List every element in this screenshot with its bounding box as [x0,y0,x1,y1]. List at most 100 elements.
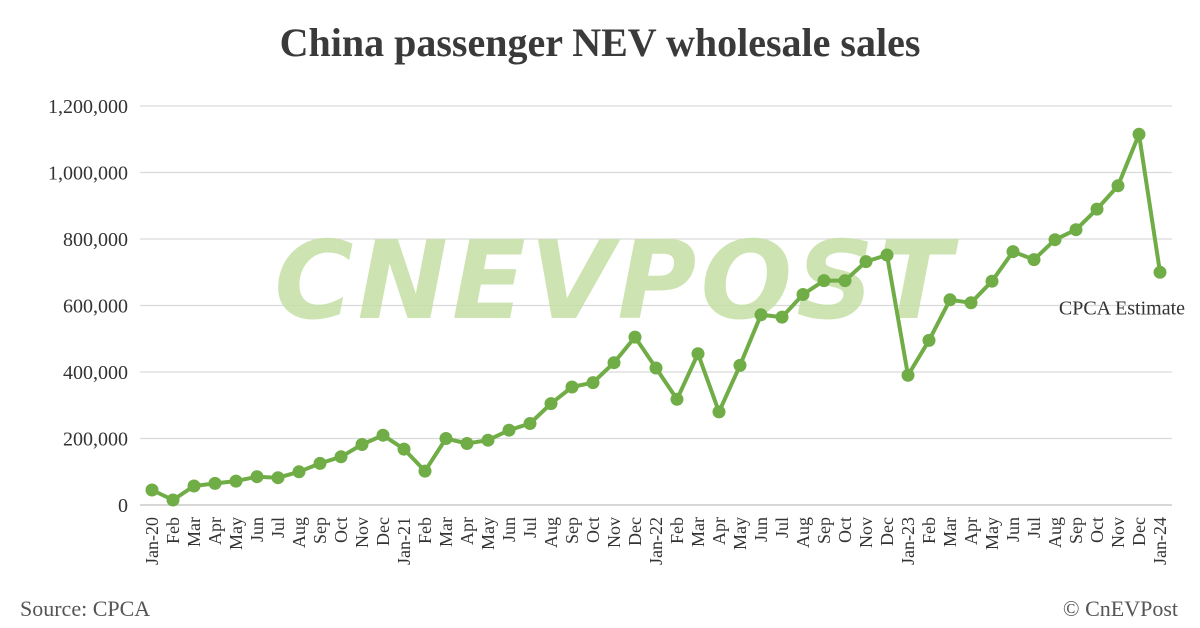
x-tick-label: Nov [352,517,372,548]
data-point [439,432,453,445]
data-point [649,361,663,375]
x-tick-label: Apr [709,517,729,545]
x-tick-label: Mar [940,517,960,547]
x-tick-label: Jan-23 [898,517,918,565]
data-point [355,438,369,451]
data-point [964,296,978,310]
x-tick-label: May [982,517,1002,550]
x-tick-label: Jul [1024,517,1044,538]
data-point [754,308,768,322]
x-tick-label: Sep [562,517,582,544]
data-point [145,483,159,497]
x-tick-label: Jan-20 [142,517,162,565]
data-point [670,392,684,406]
source-note: Source: CPCA [20,596,150,621]
x-tick-label: Mar [184,517,204,547]
data-point [607,356,621,370]
watermark-logo: CNEVPOST [274,219,959,344]
chart-title: China passenger NEV wholesale sales [280,20,921,65]
x-tick-label: Nov [856,517,876,548]
annotation-label: CPCA Estimate [1059,297,1185,319]
x-tick-label: Apr [961,517,981,545]
data-point [691,347,705,361]
x-tick-label: Feb [919,517,939,544]
series-sales [145,127,1167,507]
data-point [292,465,306,479]
data-point [187,479,201,493]
data-point [334,450,348,464]
data-point [922,333,936,347]
data-point [1069,223,1083,237]
data-point [817,274,831,288]
data-point [859,255,873,269]
x-tick-label: Dec [625,517,645,546]
data-point [1027,253,1041,267]
x-tick-label: Aug [289,517,309,548]
x-tick-label: Apr [205,517,225,545]
data-point [1048,233,1062,247]
data-point [565,380,579,394]
x-tick-label: Dec [1129,517,1149,546]
x-tick-label: Oct [1087,517,1107,543]
x-tick-label: Mar [688,517,708,547]
data-point [376,428,390,442]
x-tick-label: May [730,517,750,550]
data-point [271,471,285,485]
x-tick-label: Jan-24 [1150,517,1170,565]
data-point [397,442,411,456]
y-axis-ticks: 0 200,000 400,000 600,000 800,000 1,000,000 1,… [48,96,128,517]
annotations: CPCA Estimate [1059,297,1185,319]
x-tick-label: Mar [436,517,456,547]
data-point [1006,245,1020,259]
x-tick-label: Feb [163,517,183,544]
data-point [523,417,537,430]
x-tick-label: Feb [415,517,435,544]
x-tick-label: Sep [1066,517,1086,544]
data-point [313,456,327,470]
x-tick-label: Feb [667,517,687,544]
x-tick-label: Nov [604,517,624,548]
x-tick-label: Dec [877,517,897,546]
x-tick-label: Jun [1003,517,1023,542]
data-point [481,433,495,447]
data-point [1111,179,1125,193]
data-point [1132,127,1146,141]
copyright-note: © CnEVPost [1063,596,1178,621]
data-point [418,464,432,478]
data-point [775,310,789,324]
data-point [502,423,516,437]
x-axis-ticks: Jan-20 Feb Mar Apr May Jun Jul Aug Sep Oct Nov Dec J… [142,517,1170,565]
data-point [460,437,474,450]
x-tick-label: Nov [1108,517,1128,548]
x-tick-label: Jul [520,517,540,538]
x-tick-label: Oct [835,517,855,543]
y-tick-label: 200,000 [63,429,128,451]
data-point [250,470,264,484]
data-point [1153,265,1167,279]
x-tick-label: Jun [247,517,267,542]
x-tick-label: May [478,517,498,550]
data-point [985,274,999,288]
data-point [880,248,894,262]
x-tick-label: Jul [268,517,288,538]
data-point [838,274,852,288]
data-point [796,288,810,301]
x-tick-label: May [226,517,246,550]
x-tick-label: Aug [1045,517,1065,548]
data-point [229,474,243,488]
y-tick-label: 400,000 [63,362,128,384]
x-tick-label: Jun [499,517,519,542]
x-tick-label: Dec [373,517,393,546]
data-point [943,293,957,307]
x-tick-label: Jan-21 [394,517,414,565]
x-tick-label: Jan-22 [646,517,666,565]
data-point [166,493,180,507]
y-tick-label: 0 [118,495,128,517]
x-tick-label: Jun [751,517,771,542]
y-tick-label: 1,200,000 [48,96,128,118]
data-point [1090,202,1104,216]
data-point [901,368,915,382]
data-point [544,397,558,411]
x-tick-label: Jul [772,517,792,538]
